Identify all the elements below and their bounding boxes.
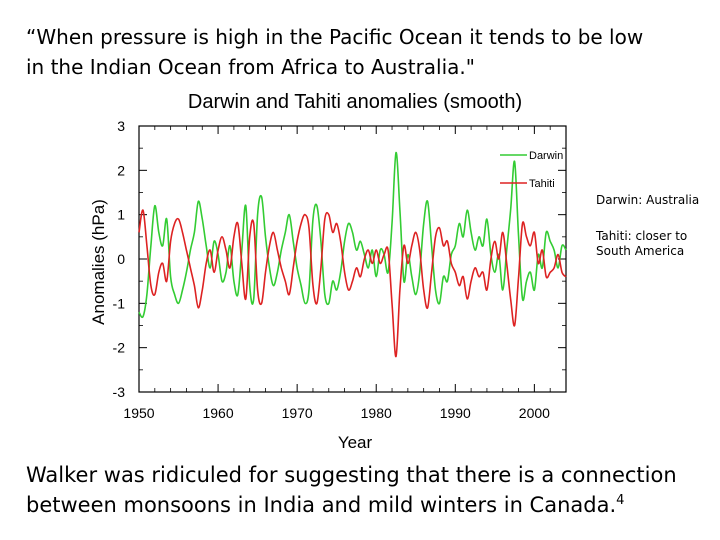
y-tick-label: -2 — [113, 340, 126, 356]
footer-line-2-text: between monsoons in India and mild winte… — [26, 493, 617, 517]
intro-quote: “When pressure is high in the Pacific Oc… — [26, 22, 696, 82]
chart-title: Darwin and Tahiti anomalies (smooth) — [188, 91, 522, 113]
intro-line-1: “When pressure is high in the Pacific Oc… — [26, 25, 644, 49]
legend-label-tahiti: Tahiti — [529, 178, 555, 190]
footer-line-1: Walker was ridiculed for suggesting that… — [26, 463, 677, 487]
y-tick-label: -1 — [113, 295, 126, 311]
x-tick-label: 1950 — [123, 405, 154, 421]
y-tick-label: 3 — [117, 118, 125, 134]
x-axis-label: Year — [338, 433, 373, 452]
note-darwin: Darwin: Australia — [596, 193, 700, 207]
x-tick-label: 1970 — [282, 405, 313, 421]
note-tahiti: Tahiti: closer to South America — [596, 229, 688, 258]
x-tick-label: 1960 — [202, 405, 233, 421]
y-tick-label: 1 — [117, 207, 125, 223]
chart-axes: 1950 1960 1970 1980 1990 2000 3 2 1 0 -1 -2 -3 — [113, 118, 567, 421]
footer-text: Walker was ridiculed for suggesting that… — [26, 460, 716, 520]
y-tick-label: 2 — [117, 162, 125, 178]
footer-line-2: between monsoons in India and mild winte… — [26, 490, 716, 520]
chart-series — [138, 151, 567, 358]
series-line-darwin — [138, 151, 567, 319]
footnote-marker: 4 — [616, 493, 625, 508]
x-tick-label: 2000 — [519, 405, 550, 421]
x-tick-label: 1990 — [440, 405, 471, 421]
plot-frame — [138, 125, 567, 393]
legend-label-darwin: Darwin — [529, 150, 563, 162]
intro-line-2: in the Indian Ocean from Africa to Austr… — [26, 55, 475, 79]
chart-legend: Darwin Tahiti — [500, 150, 563, 190]
series-line-tahiti — [138, 209, 567, 358]
y-axis-label: Anomalies (hPa) — [89, 199, 108, 325]
y-tick-label: 0 — [117, 251, 125, 267]
x-tick-label: 1980 — [361, 405, 392, 421]
y-tick-label: -3 — [113, 384, 126, 400]
